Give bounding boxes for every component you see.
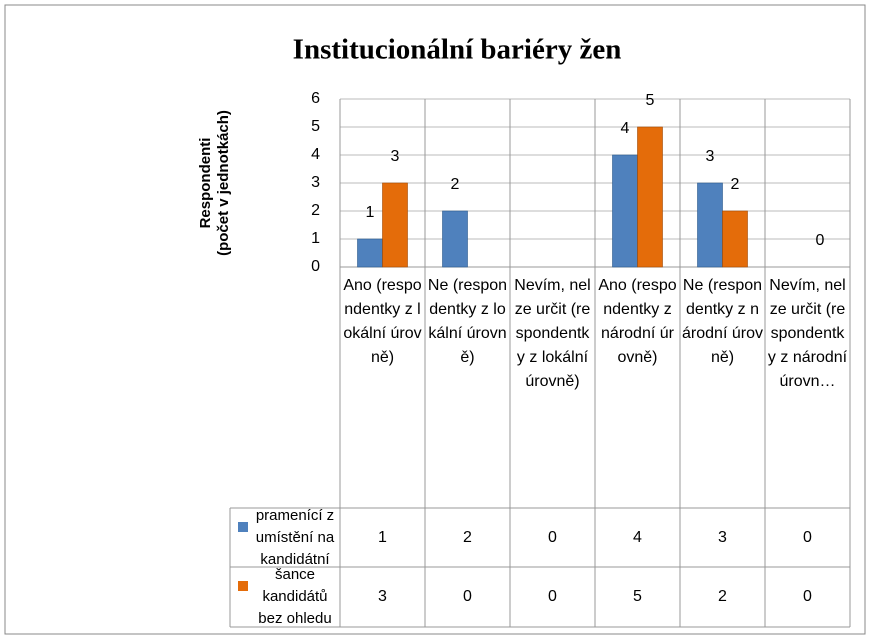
legend-swatch [238,522,248,532]
data-label: 3 [391,148,400,165]
legend-swatch [238,581,248,591]
y-tick-label: 2 [311,202,320,219]
y-tick-label: 6 [311,90,320,107]
table-value: 4 [633,528,642,546]
x-tick-label: Ne (respondentky z národní úrovně) [682,277,763,366]
table-value: 0 [803,587,812,605]
legend-entry: Vyrovnané šance kandidátů bez ohledu na … [230,567,340,626]
table-value: 0 [463,587,472,605]
table-value: 3 [378,587,387,605]
x-tick-label: Ano (respondentky z národní úrovně) [598,277,677,366]
y-tick-label: 4 [311,146,320,163]
data-label: 2 [731,176,740,193]
data-label: 0 [816,232,825,249]
data-label: 2 [451,176,460,193]
table-value: 0 [803,528,812,546]
data-label: 1 [366,204,375,221]
data-label: 5 [646,92,655,109]
table-value: 3 [718,528,727,546]
table-value: 2 [718,587,727,605]
bar [697,182,723,268]
bar [612,154,638,268]
y-tick-label: 3 [311,174,320,191]
bar [442,210,468,268]
bar [637,126,663,268]
y-axis-title: Respondenti(počet v jednotkách) [197,110,232,256]
legend-entry: Diskriminace pramenící z umístění na kan… [230,508,340,567]
bar [357,238,383,268]
x-tick-label: Nevím, nelze určit (respondentky z národ… [767,277,848,390]
bar [722,210,748,268]
y-tick-label: 1 [311,230,320,247]
table-value: 0 [548,587,557,605]
data-label: 4 [621,120,630,137]
table-value: 1 [378,528,387,546]
chart-title: Institucionální bariéry žen [293,34,622,66]
x-tick-label: Ano (respondentky z lokální úrovně) [343,277,422,366]
table-value: 2 [463,528,472,546]
data-label: 3 [706,148,715,165]
y-tick-label: 0 [311,258,320,275]
x-tick-label: Ne (respondentky z lokální úrovně) [427,277,508,366]
x-tick-label: Nevím, nelze určit (respondentky z lokál… [514,277,591,390]
table-value: 0 [548,528,557,546]
table-value: 5 [633,587,642,605]
bar [382,182,408,268]
chart-border [4,4,866,635]
y-tick-label: 5 [311,118,320,135]
